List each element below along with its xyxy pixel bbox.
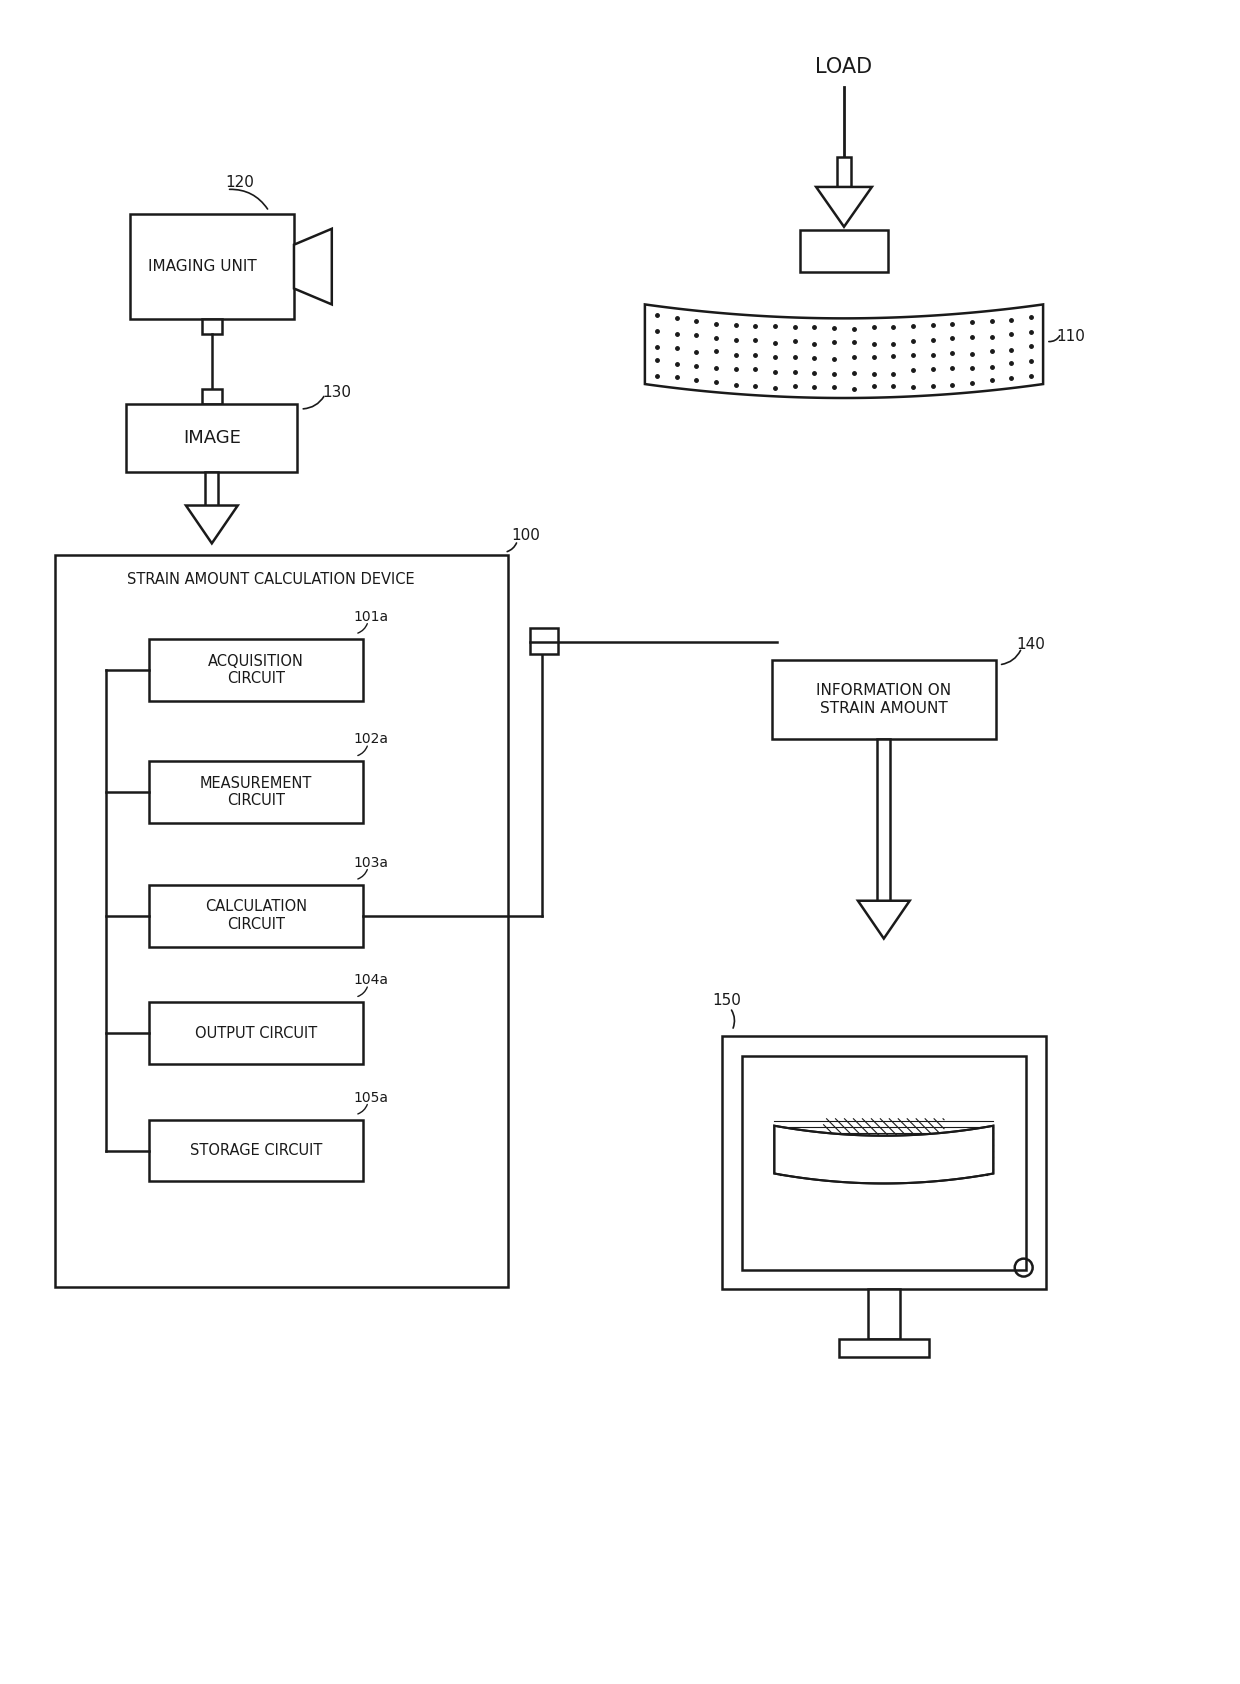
Bar	[531, 628, 558, 653]
Polygon shape	[294, 229, 332, 305]
Bar	[149, 1002, 363, 1064]
Bar	[130, 214, 294, 318]
Text: STORAGE CIRCUIT: STORAGE CIRCUIT	[190, 1143, 322, 1159]
Bar	[868, 1290, 900, 1339]
Text: 150: 150	[713, 994, 742, 1009]
Bar	[800, 229, 888, 271]
Bar	[206, 472, 218, 505]
Text: IMAGING UNIT: IMAGING UNIT	[148, 259, 257, 274]
Bar	[839, 1339, 929, 1357]
Text: 102a: 102a	[353, 733, 388, 746]
Bar	[149, 638, 363, 701]
Text: 130: 130	[322, 384, 352, 399]
Polygon shape	[774, 1125, 993, 1184]
Bar	[202, 318, 222, 333]
Polygon shape	[186, 505, 238, 544]
Text: LOAD: LOAD	[816, 57, 873, 77]
Text: 103a: 103a	[353, 855, 388, 871]
Polygon shape	[816, 187, 872, 227]
Text: IMAGE: IMAGE	[182, 429, 241, 446]
Text: CALCULATION
CIRCUIT: CALCULATION CIRCUIT	[205, 899, 308, 931]
Text: 100: 100	[511, 527, 539, 542]
Bar	[742, 1056, 1025, 1270]
Text: MEASUREMENT
CIRCUIT: MEASUREMENT CIRCUIT	[200, 776, 312, 808]
Text: 110: 110	[1056, 328, 1085, 344]
Text: 140: 140	[1017, 637, 1045, 652]
Polygon shape	[858, 901, 910, 938]
Bar	[149, 1120, 363, 1182]
Bar	[878, 739, 890, 901]
Bar	[149, 884, 363, 946]
Bar	[771, 660, 996, 739]
Text: STRAIN AMOUNT CALCULATION DEVICE: STRAIN AMOUNT CALCULATION DEVICE	[128, 571, 415, 586]
Bar	[722, 1036, 1045, 1290]
Bar	[837, 157, 851, 187]
Bar	[55, 556, 507, 1287]
Text: 105a: 105a	[353, 1091, 388, 1105]
Polygon shape	[645, 305, 1043, 397]
Text: 101a: 101a	[353, 610, 388, 625]
Bar	[202, 389, 222, 404]
Text: ACQUISITION
CIRCUIT: ACQUISITION CIRCUIT	[208, 653, 304, 685]
Bar	[149, 761, 363, 823]
Text: 104a: 104a	[353, 973, 388, 987]
Text: OUTPUT CIRCUIT: OUTPUT CIRCUIT	[195, 1026, 317, 1041]
Bar	[126, 404, 298, 472]
Text: INFORMATION ON
STRAIN AMOUNT: INFORMATION ON STRAIN AMOUNT	[816, 684, 951, 716]
Text: 120: 120	[226, 175, 254, 190]
